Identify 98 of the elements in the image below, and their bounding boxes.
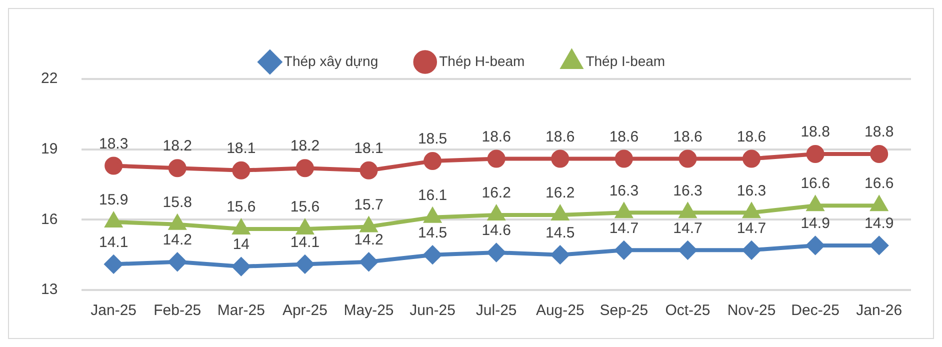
point	[807, 196, 824, 212]
point	[614, 150, 633, 168]
data-label: 14.1	[290, 234, 320, 251]
point	[296, 255, 314, 274]
point	[168, 252, 186, 271]
y-tick-label: 16	[40, 210, 58, 228]
point	[296, 159, 314, 178]
point	[551, 150, 570, 168]
data-label: 18.8	[864, 124, 894, 141]
point	[678, 241, 697, 260]
x-tick-label: Jan-25	[90, 302, 137, 320]
data-label: 18.1	[226, 140, 256, 158]
x-tick-label: Nov-25	[727, 302, 776, 320]
point	[552, 206, 568, 220]
point	[743, 204, 760, 218]
point	[616, 204, 632, 218]
point	[870, 145, 888, 164]
data-label: 18.3	[98, 135, 128, 152]
x-tick-label: Oct-25	[665, 302, 710, 320]
point	[488, 206, 504, 220]
legend-label: Thép I-beam	[586, 52, 666, 69]
x-tick-label: Aug-25	[536, 302, 584, 320]
point	[104, 255, 123, 274]
data-label: 14.7	[673, 220, 702, 237]
point	[487, 150, 506, 168]
point	[806, 236, 824, 254]
data-label: 18.2	[162, 138, 192, 155]
point	[360, 218, 377, 232]
data-label: 14.2	[162, 232, 192, 249]
data-label: 16.6	[800, 175, 830, 192]
point	[296, 220, 314, 235]
data-label: 15.9	[98, 192, 128, 209]
point	[424, 246, 442, 264]
point	[360, 252, 378, 271]
x-tick-label: Jan-26	[856, 302, 902, 320]
data-label: 15.7	[354, 196, 384, 214]
data-label: 16.3	[673, 182, 702, 200]
data-label: 18.6	[482, 128, 511, 146]
legend-label: Thép xây dựng	[284, 52, 378, 69]
point	[680, 204, 696, 218]
data-label: 14	[232, 236, 250, 254]
data-label: 16.3	[609, 182, 639, 200]
data-label: 18.6	[546, 128, 575, 146]
data-label: 14.2	[354, 232, 384, 249]
point	[870, 236, 888, 254]
x-tick-label: Jun-25	[410, 302, 456, 320]
data-label: 18.1	[354, 140, 384, 158]
data-label: 14.7	[736, 220, 766, 237]
x-tick-label: Feb-25	[154, 302, 202, 320]
x-tick-label: May-25	[344, 302, 394, 320]
data-label: 14.6	[482, 222, 511, 240]
point	[871, 196, 888, 212]
point	[551, 246, 570, 264]
point	[678, 150, 697, 168]
point	[168, 159, 186, 178]
data-label: 14.9	[800, 215, 830, 232]
data-label: 16.6	[864, 175, 894, 192]
legend-label: Thép H-beam	[439, 52, 525, 69]
data-label: 18.8	[800, 124, 830, 141]
x-tick-label: Dec-25	[791, 302, 840, 320]
data-label: 18.6	[736, 128, 766, 146]
point	[806, 145, 824, 164]
data-label: 15.8	[162, 194, 192, 211]
y-tick-label: 13	[40, 281, 58, 298]
data-label: 16.2	[546, 184, 575, 202]
x-tick-label: Apr-25	[282, 302, 328, 320]
point	[742, 241, 761, 260]
data-label: 14.5	[546, 224, 575, 242]
data-label: 18.2	[290, 138, 320, 155]
point	[169, 215, 186, 230]
data-label: 15.6	[226, 198, 256, 216]
point	[233, 220, 250, 235]
data-label: 16.1	[418, 186, 448, 204]
data-label: 16.3	[736, 182, 766, 200]
y-tick-label: 22	[40, 70, 58, 88]
data-label: 15.6	[290, 198, 320, 216]
data-label: 18.6	[673, 128, 702, 146]
point	[104, 156, 123, 175]
data-label: 18.6	[609, 128, 639, 146]
point	[742, 150, 761, 168]
data-label: 18.5	[418, 130, 448, 148]
point	[360, 161, 378, 180]
data-label: 14.5	[418, 224, 448, 242]
point	[424, 152, 442, 170]
x-tick-label: Mar-25	[217, 302, 265, 320]
point	[232, 258, 250, 276]
data-label: 14.1	[98, 234, 128, 251]
point	[106, 213, 122, 228]
x-tick-label: Sep-25	[600, 302, 648, 320]
y-tick-label: 19	[40, 140, 58, 158]
data-label: 16.2	[482, 184, 511, 202]
point	[232, 161, 250, 180]
point	[424, 208, 441, 223]
x-tick-label: Jul-25	[476, 302, 517, 320]
data-label: 14.7	[609, 220, 639, 237]
point	[487, 243, 506, 262]
data-label: 14.9	[864, 215, 894, 232]
point	[614, 241, 633, 260]
